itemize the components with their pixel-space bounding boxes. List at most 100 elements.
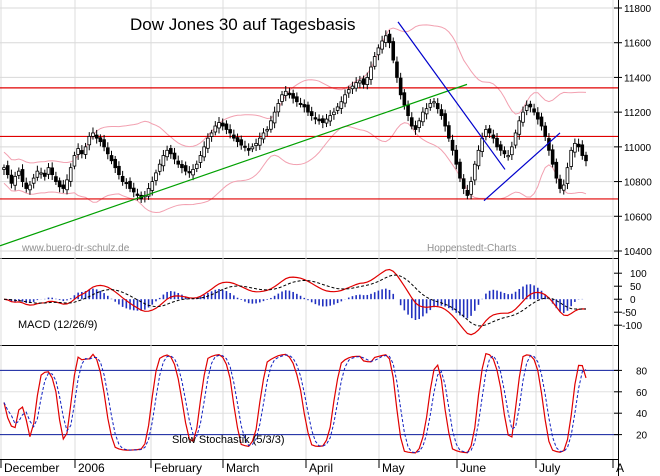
candle-body: [87, 136, 92, 146]
macd-y-tick-label: 0: [630, 295, 636, 306]
macd-y-tick-label: 100: [630, 269, 647, 280]
macd-y-tick-label: -100: [622, 321, 642, 332]
candle-body: [54, 176, 58, 182]
candle-body: [343, 94, 347, 104]
candle-body: [150, 181, 155, 191]
candle-body: [443, 113, 447, 127]
candle-body: [372, 56, 377, 67]
candle-body: [584, 154, 588, 162]
x-tick-label: April: [309, 461, 333, 475]
candle-body: [491, 134, 496, 139]
candle-body: [487, 128, 492, 134]
candle-body: [165, 149, 169, 158]
candle-body: [13, 175, 17, 186]
candle-body: [391, 41, 396, 61]
price-y-tick-label: 10400: [624, 247, 652, 258]
candle-body: [365, 77, 370, 85]
candle-body: [42, 172, 47, 177]
candle-body: [28, 184, 32, 191]
candle-body: [324, 118, 329, 124]
watermark-right: Hoppenstedt-Charts: [427, 243, 517, 254]
stochastic-panel: [0, 352, 618, 454]
candle-body: [180, 163, 184, 169]
price-y-tick-label: 11200: [624, 108, 652, 119]
candle-body: [198, 155, 203, 163]
candle-body: [498, 144, 503, 151]
candle-body: [276, 103, 281, 113]
trend-lines: [0, 21, 561, 247]
candle-body: [202, 146, 206, 158]
candle-body: [461, 178, 466, 189]
candle-body: [213, 125, 218, 133]
candle-body: [76, 148, 80, 155]
candle-body: [554, 161, 559, 179]
candle-body: [309, 111, 314, 117]
candle-body: [9, 174, 14, 184]
chart-title: Dow Jones 30 auf Tagesbasis: [130, 15, 356, 34]
candle-body: [176, 160, 181, 165]
candle-body: [565, 167, 570, 184]
candle-body: [536, 112, 540, 120]
candle-body: [83, 146, 88, 155]
price-y-tick-label: 11600: [624, 39, 652, 50]
candle-body: [513, 132, 518, 146]
y-axis-ticks: 11800 11600 11400 11200 11000 10800 10600 10400…: [614, 4, 652, 442]
candle-body: [91, 132, 95, 137]
candle-body: [576, 143, 581, 148]
candle-body: [50, 167, 54, 176]
candle-body: [224, 123, 229, 130]
candle-body: [421, 111, 425, 123]
candle-body: [57, 180, 62, 188]
candle-body: [154, 172, 158, 181]
candle-body: [346, 89, 351, 94]
candle-body: [432, 101, 436, 104]
candle-body: [120, 175, 125, 182]
candle-body: [539, 116, 544, 127]
x-tick-label: June: [460, 461, 486, 475]
candle-body: [39, 172, 43, 175]
candle-body: [65, 179, 69, 191]
macd-y-tick-label: -50: [622, 308, 637, 319]
candle-body: [243, 145, 247, 148]
price-candles: [2, 30, 588, 203]
candle-body: [328, 115, 333, 122]
candle-body: [413, 125, 418, 130]
candle-body: [361, 78, 366, 85]
macd-signal-line: [3, 274, 586, 327]
candle-body: [98, 137, 103, 143]
candle-body: [428, 103, 433, 108]
candle-body: [72, 155, 77, 167]
candle-body: [332, 111, 336, 116]
candle-body: [283, 90, 288, 96]
candle-body: [521, 111, 525, 123]
trend-line: [0, 83, 468, 247]
bollinger-upper: [3, 24, 587, 164]
macd-line: [3, 268, 587, 336]
candle-body: [235, 137, 240, 143]
candle-body: [291, 93, 295, 99]
candle-body: [387, 33, 392, 44]
candle-body: [517, 120, 522, 135]
candle-body: [183, 165, 188, 172]
candle-body: [313, 117, 318, 120]
candle-body: [24, 182, 29, 189]
candle-body: [220, 122, 225, 127]
candle-body: [46, 167, 51, 175]
candle-body: [484, 129, 488, 137]
candle-body: [472, 163, 477, 181]
candle-body: [105, 147, 110, 155]
candle-body: [406, 104, 410, 117]
macd-label: MACD (12/26/9): [18, 319, 97, 331]
candle-body: [435, 103, 440, 110]
candle-body: [117, 165, 121, 176]
candle-body: [506, 155, 510, 158]
candle-body: [135, 193, 140, 196]
candle-body: [532, 108, 536, 113]
candle-body: [424, 108, 429, 115]
stoch-k-line: [3, 352, 587, 454]
candle-body: [128, 180, 132, 189]
candle-body: [354, 82, 358, 89]
candle-body: [543, 125, 548, 137]
candle-body: [569, 149, 573, 167]
x-tick-label: March: [226, 461, 259, 475]
